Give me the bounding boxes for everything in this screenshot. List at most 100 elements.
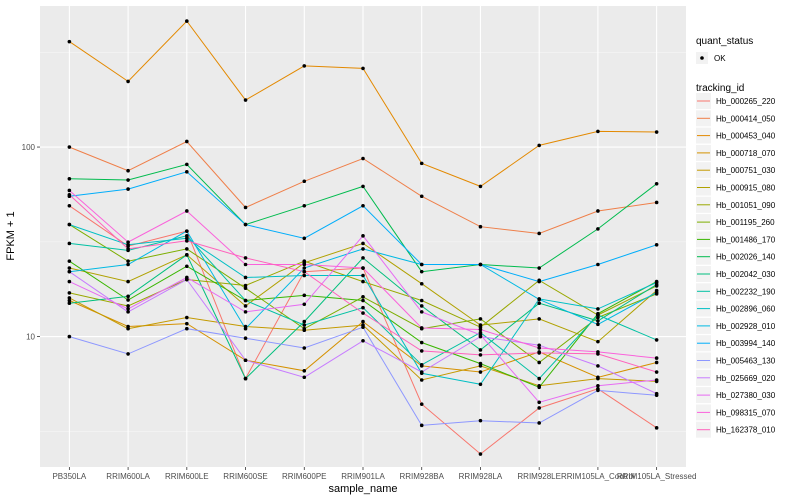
- data-point: [478, 333, 483, 337]
- data-point: [243, 275, 248, 280]
- data-point: [126, 279, 130, 284]
- data-point: [596, 339, 600, 344]
- data-point: [537, 351, 541, 355]
- data-point: [67, 334, 72, 339]
- x-tick-label: RRIM600SE: [223, 472, 267, 481]
- y-tick-label: 100: [22, 143, 36, 152]
- data-point: [243, 205, 248, 210]
- data-point: [596, 388, 600, 393]
- legend-title-quant-status: quant_status: [696, 36, 753, 47]
- data-point: [654, 200, 659, 205]
- legend-label: Hb_027380_030: [716, 391, 776, 400]
- data-point: [302, 368, 307, 373]
- data-point: [302, 375, 307, 380]
- x-tick-label: RRIM600LA: [106, 472, 150, 481]
- data-point: [126, 240, 130, 244]
- data-point: [419, 349, 424, 353]
- data-point: [243, 222, 248, 227]
- data-point: [67, 266, 72, 270]
- data-point: [361, 241, 365, 246]
- data-point: [361, 66, 365, 71]
- legend-quant-items: OK: [696, 52, 726, 64]
- data-point: [537, 400, 541, 405]
- data-point: [361, 279, 365, 284]
- legend-label: Hb_001051_090: [716, 201, 776, 210]
- data-point: [67, 269, 72, 274]
- data-point: [302, 236, 307, 241]
- data-point: [361, 325, 365, 330]
- data-point: [478, 317, 483, 321]
- data-point: [185, 264, 189, 269]
- data-point: [361, 247, 365, 251]
- data-point: [654, 370, 659, 374]
- data-point: [67, 222, 72, 227]
- data-point: [302, 266, 307, 270]
- data-point: [302, 326, 307, 331]
- data-point: [537, 231, 541, 236]
- data-point: [537, 406, 541, 410]
- legend-label: Hb_002232_190: [716, 287, 776, 296]
- data-point: [654, 391, 659, 396]
- x-tick-label: RRIM928LA: [459, 472, 503, 481]
- data-point: [478, 361, 483, 366]
- data-point: [596, 322, 600, 327]
- data-point: [419, 269, 424, 274]
- data-point: [185, 19, 189, 23]
- data-point: [537, 421, 541, 425]
- x-tick-label: RRIM928BA: [399, 472, 444, 481]
- data-point: [537, 360, 541, 365]
- legend-label: Hb_000751_030: [716, 166, 776, 175]
- data-point: [185, 247, 189, 251]
- data-point: [419, 262, 424, 267]
- data-point: [654, 280, 659, 285]
- data-point: [361, 295, 365, 299]
- data-point: [67, 298, 72, 303]
- data-point: [596, 307, 600, 311]
- data-point: [67, 188, 72, 193]
- data-point: [126, 294, 130, 299]
- x-axis-title: sample_name: [328, 483, 397, 495]
- data-point: [361, 184, 365, 189]
- x-tick-label: RRIM928LE: [517, 472, 561, 481]
- data-point: [302, 64, 307, 68]
- data-point: [126, 352, 130, 356]
- data-point: [537, 317, 541, 321]
- x-tick-label: RRIM901LA: [341, 472, 385, 481]
- data-point: [537, 297, 541, 302]
- data-point: [67, 279, 72, 284]
- data-point: [243, 98, 248, 102]
- data-point: [419, 304, 424, 308]
- data-point: [361, 305, 365, 310]
- data-point: [654, 356, 659, 360]
- data-point: [243, 336, 248, 341]
- data-point: [185, 229, 189, 233]
- data-point: [478, 370, 483, 374]
- data-point: [361, 234, 365, 238]
- data-point: [302, 269, 307, 274]
- data-point: [537, 301, 541, 305]
- x-tick-label: RRIM105LA_Control: [561, 472, 635, 481]
- x-tick-label: RRIM600PE: [282, 472, 326, 481]
- data-point: [478, 327, 483, 332]
- data-point: [361, 266, 365, 270]
- data-point: [478, 418, 483, 423]
- legend-title-tracking-id: tracking_id: [696, 83, 744, 94]
- data-point: [243, 310, 248, 314]
- legend-label: Hb_000718_070: [716, 149, 776, 158]
- x-tick-label: RRIM105LA_Stressed: [617, 472, 697, 481]
- data-point: [596, 209, 600, 213]
- data-point: [478, 262, 483, 267]
- data-point: [302, 262, 307, 267]
- data-point: [361, 338, 365, 343]
- data-point: [419, 370, 424, 374]
- data-point: [243, 304, 248, 308]
- legend-label: Hb_000915_080: [716, 184, 776, 193]
- data-point: [478, 452, 483, 456]
- data-point: [302, 319, 307, 324]
- data-point: [126, 79, 130, 84]
- data-point: [361, 156, 365, 161]
- x-axis-ticks: PB350LA RRIM600LA RRIM600LE RRIM600SE RRIM60…: [52, 467, 696, 481]
- data-point: [478, 353, 483, 357]
- data-point: [419, 423, 424, 428]
